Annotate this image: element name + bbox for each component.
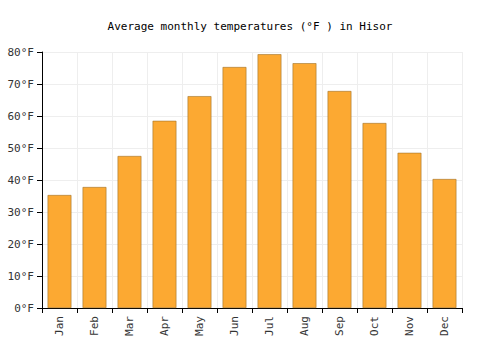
svg-text:May: May: [193, 316, 206, 336]
svg-text:Average monthly temperatures (: Average monthly temperatures (°F ) in Hi…: [108, 20, 393, 33]
svg-text:Dec: Dec: [438, 316, 451, 336]
svg-text:Nov: Nov: [403, 316, 416, 336]
svg-text:Aug: Aug: [298, 316, 311, 336]
svg-text:40°F: 40°F: [8, 174, 35, 187]
svg-text:60°F: 60°F: [8, 110, 35, 123]
svg-text:10°F: 10°F: [8, 270, 35, 283]
svg-text:30°F: 30°F: [8, 206, 35, 219]
svg-text:20°F: 20°F: [8, 238, 35, 251]
svg-text:0°F: 0°F: [14, 302, 34, 315]
svg-text:50°F: 50°F: [8, 142, 35, 155]
svg-text:Sep: Sep: [333, 316, 346, 336]
svg-text:Mar: Mar: [123, 316, 136, 336]
svg-text:Jun: Jun: [228, 316, 241, 336]
svg-text:80°F: 80°F: [8, 46, 35, 59]
svg-text:Apr: Apr: [158, 316, 171, 336]
svg-text:Oct: Oct: [368, 316, 381, 336]
svg-text:Jan: Jan: [53, 316, 66, 336]
svg-text:Feb: Feb: [88, 316, 101, 336]
svg-text:Jul: Jul: [263, 316, 276, 336]
svg-text:70°F: 70°F: [8, 78, 35, 91]
